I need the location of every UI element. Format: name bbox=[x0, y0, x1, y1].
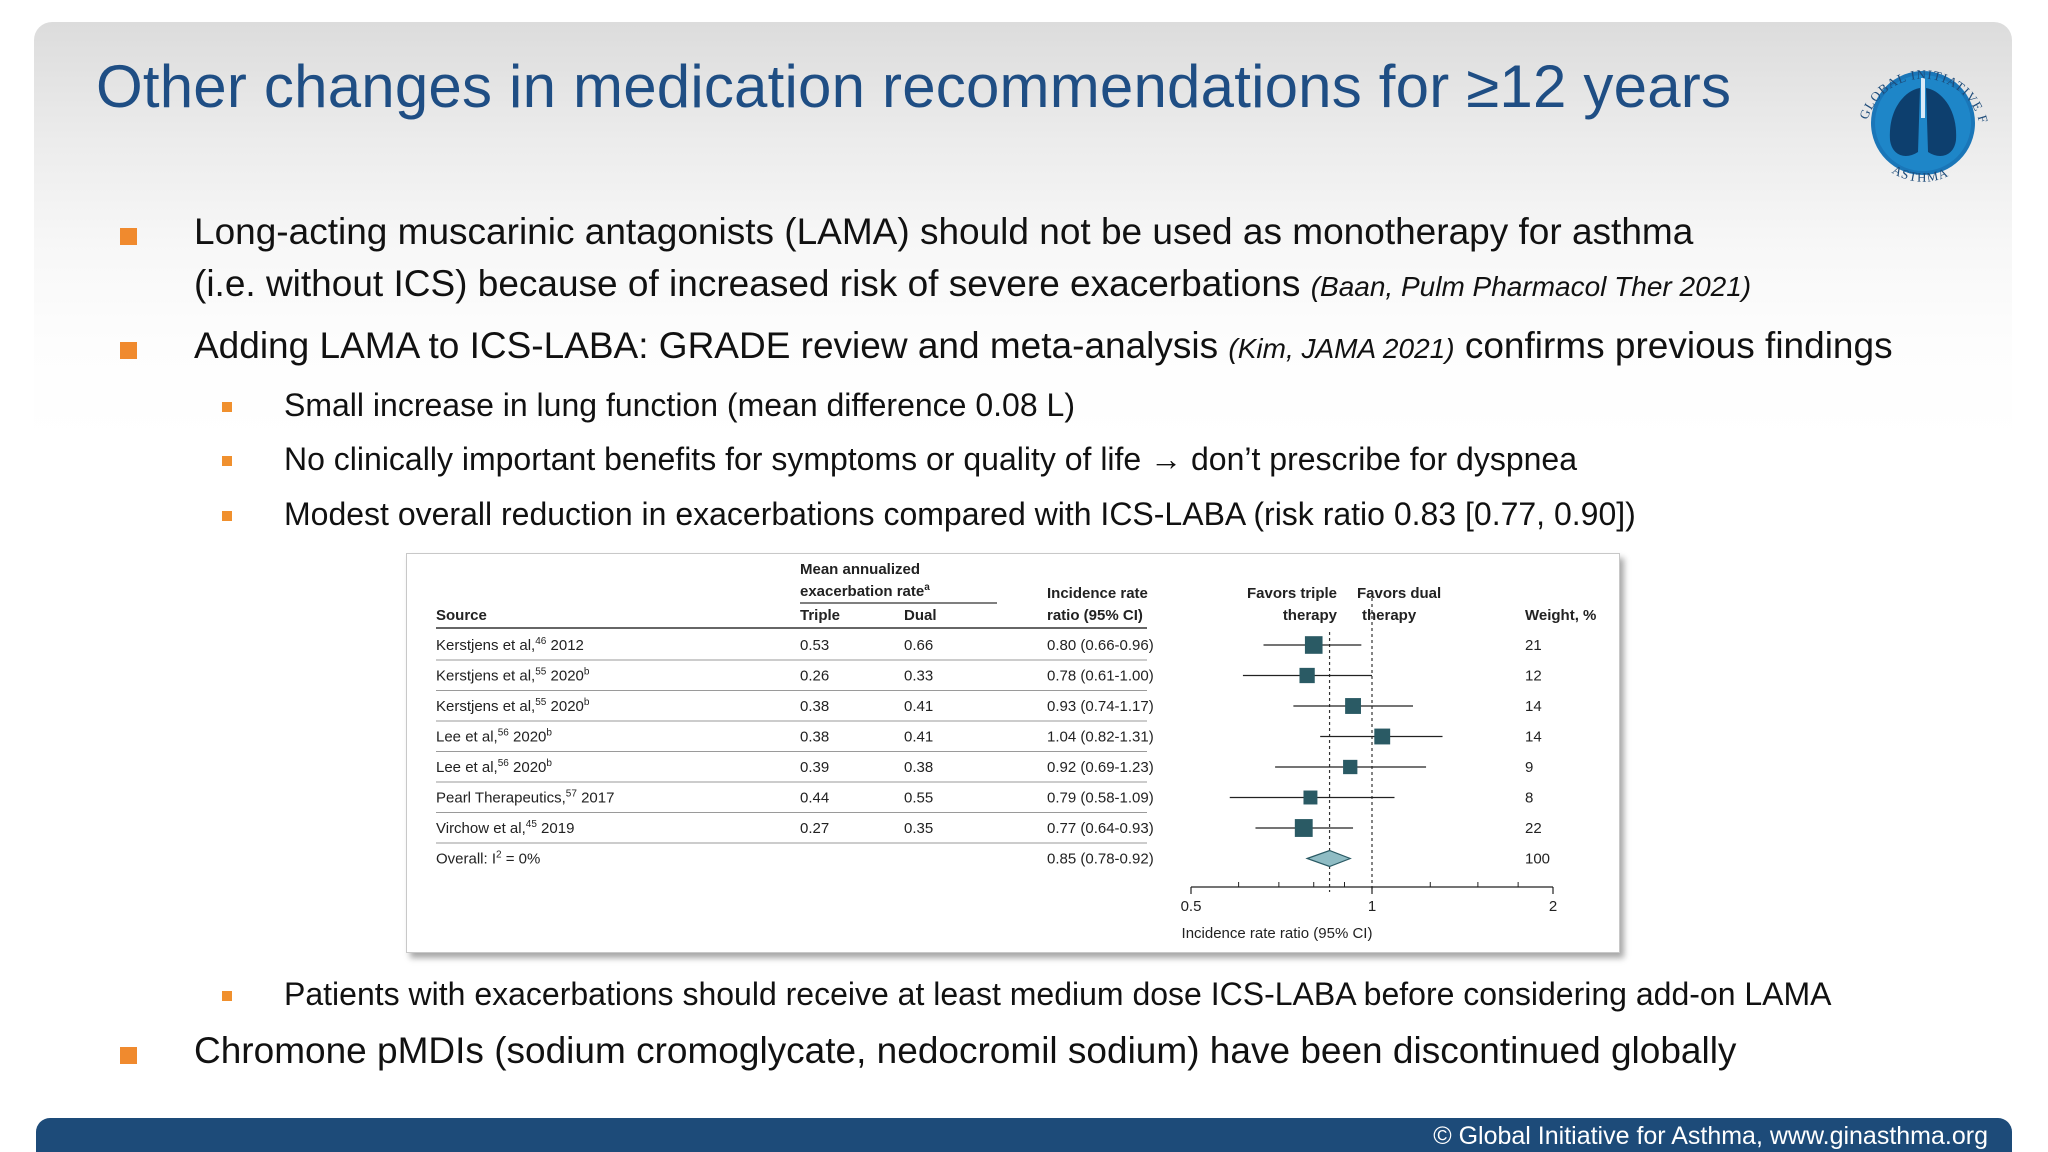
citation-kim: (Kim, JAMA 2021) bbox=[1228, 333, 1455, 364]
row-source: Kerstjens et al,46 2012 bbox=[436, 636, 584, 654]
sub-bullet-lung-function: Small increase in lung function (mean di… bbox=[284, 387, 1075, 423]
overall-label: Overall: I2 = 0% bbox=[436, 850, 540, 868]
row-incidence-ratio: 0.92 (0.69-1.23) bbox=[1047, 759, 1154, 776]
overall-weight: 100 bbox=[1525, 851, 1550, 868]
overall-incidence-ratio: 0.85 (0.78-0.92) bbox=[1047, 851, 1154, 868]
sub-bullet-square bbox=[222, 991, 232, 1001]
header-weight: Weight, % bbox=[1525, 607, 1596, 624]
row-source: Pearl Therapeutics,57 2017 bbox=[436, 789, 614, 807]
header-irr-1: Incidence rate bbox=[1047, 585, 1148, 602]
x-tick-label: 1 bbox=[1368, 898, 1376, 915]
forest-plot: Mean annualized exacerbation ratea Sourc… bbox=[436, 561, 1596, 942]
bullet-lama-line1: Long-acting muscarinic antagonists (LAMA… bbox=[194, 211, 1694, 252]
x-axis-label: Incidence rate ratio (95% CI) bbox=[1182, 925, 1373, 942]
study-estimate-square bbox=[1299, 667, 1315, 684]
header-irr-2: ratio (95% CI) bbox=[1047, 607, 1143, 624]
forest-plot-figure: Mean annualized exacerbation ratea Sourc… bbox=[406, 553, 1620, 953]
row-weight: 8 bbox=[1525, 790, 1533, 807]
study-estimate-square bbox=[1303, 790, 1318, 805]
row-dual-rate: 0.33 bbox=[904, 668, 933, 685]
row-weight: 12 bbox=[1525, 668, 1542, 685]
header-mean-rate-1: Mean annualized bbox=[800, 561, 920, 578]
sub-bullet-exacerbations: Modest overall reduction in exacerbation… bbox=[284, 496, 1636, 532]
footer-copyright: © Global Initiative for Asthma, www.gina… bbox=[1433, 1122, 1988, 1150]
bullet-square bbox=[120, 228, 137, 245]
row-weight: 14 bbox=[1525, 729, 1542, 746]
bullet-chromone: Chromone pMDIs (sodium cromoglycate, ned… bbox=[194, 1030, 1737, 1071]
row-triple-rate: 0.38 bbox=[800, 729, 829, 746]
row-incidence-ratio: 1.04 (0.82-1.31) bbox=[1047, 729, 1154, 746]
bullet-square bbox=[120, 1047, 137, 1064]
sub-bullet-square bbox=[222, 511, 232, 521]
bullet-adding-text-end: confirms previous findings bbox=[1454, 325, 1893, 366]
row-incidence-ratio: 0.77 (0.64-0.93) bbox=[1047, 820, 1154, 837]
header-mean-rate-2: exacerbation ratea bbox=[800, 582, 930, 600]
header-favors-triple-2: therapy bbox=[1283, 607, 1338, 624]
row-incidence-ratio: 0.79 (0.58-1.09) bbox=[1047, 790, 1154, 807]
row-weight: 9 bbox=[1525, 759, 1533, 776]
row-dual-rate: 0.41 bbox=[904, 698, 933, 715]
row-triple-rate: 0.39 bbox=[800, 759, 829, 776]
row-dual-rate: 0.38 bbox=[904, 759, 933, 776]
x-tick-label: 0.5 bbox=[1181, 898, 1202, 915]
row-source: Kerstjens et al,55 2020b bbox=[436, 697, 590, 715]
study-estimate-square bbox=[1294, 819, 1313, 837]
row-triple-rate: 0.53 bbox=[800, 637, 829, 654]
study-estimate-square bbox=[1374, 728, 1391, 745]
row-incidence-ratio: 0.93 (0.74-1.17) bbox=[1047, 698, 1154, 715]
row-dual-rate: 0.41 bbox=[904, 729, 933, 746]
row-incidence-ratio: 0.80 (0.66-0.96) bbox=[1047, 637, 1154, 654]
row-dual-rate: 0.66 bbox=[904, 637, 933, 654]
row-triple-rate: 0.27 bbox=[800, 820, 829, 837]
row-triple-rate: 0.38 bbox=[800, 698, 829, 715]
sub-bullet-symptoms: No clinically important benefits for sym… bbox=[284, 441, 1577, 477]
row-weight: 14 bbox=[1525, 698, 1542, 715]
study-estimate-square bbox=[1304, 636, 1323, 654]
header-dual: Dual bbox=[904, 607, 937, 624]
row-weight: 22 bbox=[1525, 820, 1542, 837]
row-incidence-ratio: 0.78 (0.61-1.00) bbox=[1047, 668, 1154, 685]
gina-logo: GLOBAL INITIATIVE FOR ASTHMA bbox=[1848, 48, 1990, 185]
header-source: Source bbox=[436, 607, 487, 624]
slide-title: Other changes in medication recommendati… bbox=[96, 53, 1732, 120]
overall-diamond bbox=[1305, 849, 1352, 868]
row-source: Virchow et al,45 2019 bbox=[436, 819, 574, 837]
sub-bullet-medium-dose: Patients with exacerbations should recei… bbox=[284, 976, 1832, 1012]
sub-bullet-square bbox=[222, 402, 232, 412]
row-triple-rate: 0.26 bbox=[800, 668, 829, 685]
footer-bar: © Global Initiative for Asthma, www.gina… bbox=[36, 1118, 2012, 1152]
row-source: Lee et al,56 2020b bbox=[436, 728, 552, 746]
x-tick-label: 2 bbox=[1549, 898, 1557, 915]
row-source: Lee et al,56 2020b bbox=[436, 758, 552, 776]
row-dual-rate: 0.55 bbox=[904, 790, 933, 807]
row-source: Kerstjens et al,55 2020b bbox=[436, 667, 590, 685]
header-favors-dual-1: Favors dual bbox=[1357, 585, 1441, 602]
row-weight: 21 bbox=[1525, 637, 1542, 654]
bullet-square bbox=[120, 342, 137, 359]
sub-bullet-square bbox=[222, 456, 232, 466]
bullet-adding-text: Adding LAMA to ICS-LABA: GRADE review an… bbox=[194, 325, 1229, 366]
citation-baan: (Baan, Pulm Pharmacol Ther 2021) bbox=[1310, 271, 1752, 302]
header-favors-dual-2: therapy bbox=[1362, 607, 1417, 624]
bullet-adding-lama: Adding LAMA to ICS-LABA: GRADE review an… bbox=[194, 325, 1893, 367]
row-dual-rate: 0.35 bbox=[904, 820, 933, 837]
bullet-lama-line2-text: (i.e. without ICS) because of increased … bbox=[194, 263, 1311, 304]
study-estimate-square bbox=[1343, 759, 1358, 775]
study-estimate-square bbox=[1345, 698, 1361, 714]
bullet-lama-line2: (i.e. without ICS) because of increased … bbox=[194, 263, 1751, 305]
header-triple: Triple bbox=[800, 607, 840, 624]
header-favors-triple-1: Favors triple bbox=[1247, 585, 1337, 602]
row-triple-rate: 0.44 bbox=[800, 790, 829, 807]
